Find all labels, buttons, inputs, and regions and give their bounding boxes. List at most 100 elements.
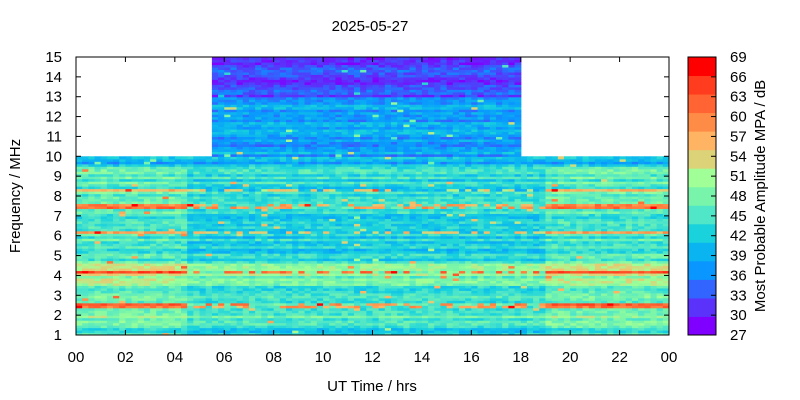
heatmap-cell — [255, 228, 262, 232]
heatmap-cell — [255, 198, 262, 202]
heatmap-cell — [316, 305, 324, 309]
heatmap-cell — [316, 248, 324, 252]
heatmap-cell — [82, 233, 89, 237]
heatmap-cell — [230, 270, 238, 274]
heatmap-cell — [211, 106, 219, 110]
heatmap-cell — [255, 200, 262, 205]
heatmap-cell — [150, 161, 157, 165]
heatmap-cell — [267, 196, 275, 200]
heatmap-cell — [353, 151, 361, 155]
heatmap-cell — [181, 158, 188, 162]
heatmap-cell — [341, 141, 349, 145]
heatmap-cell — [366, 188, 374, 192]
heatmap-cell — [366, 307, 374, 311]
heatmap-cell — [329, 330, 337, 334]
heatmap-cell — [335, 64, 343, 68]
heatmap-cell — [224, 111, 232, 115]
heatmap-cell — [384, 272, 392, 277]
heatmap-cell — [304, 225, 312, 229]
heatmap-cell — [279, 109, 287, 113]
heatmap-cell — [360, 327, 367, 331]
heatmap-cell — [224, 119, 232, 123]
heatmap-cell — [341, 114, 349, 118]
heatmap-cell — [341, 260, 349, 264]
heatmap-cell — [316, 89, 324, 93]
heatmap-cell — [236, 287, 244, 291]
heatmap-cell — [323, 255, 330, 259]
heatmap-cell — [181, 200, 188, 205]
heatmap-cell — [378, 265, 386, 269]
heatmap-cell — [255, 235, 262, 239]
heatmap-cell — [286, 330, 293, 334]
heatmap-cell — [224, 233, 232, 237]
heatmap-cell — [88, 267, 96, 272]
heatmap-cell — [131, 156, 139, 160]
heatmap-cell — [384, 250, 392, 254]
heatmap-cell — [267, 101, 275, 105]
heatmap-cell — [76, 240, 83, 244]
heatmap-cell — [316, 79, 324, 83]
heatmap-cell — [236, 285, 244, 289]
heatmap-cell — [211, 282, 219, 286]
heatmap-cell — [255, 171, 262, 175]
heatmap-cell — [162, 193, 170, 197]
heatmap-cell — [156, 213, 164, 217]
heatmap-cell — [125, 203, 133, 207]
heatmap-cell — [310, 151, 318, 155]
heatmap-cell — [88, 156, 96, 160]
heatmap-cell — [304, 277, 312, 281]
heatmap-cell — [292, 101, 299, 105]
heatmap-cell — [255, 193, 262, 197]
heatmap-cell — [255, 126, 262, 130]
heatmap-cell — [335, 322, 343, 326]
heatmap-cell — [391, 146, 398, 150]
heatmap-cell — [248, 302, 256, 306]
heatmap-cell — [323, 59, 330, 63]
heatmap-cell — [211, 203, 219, 207]
heatmap-cell — [298, 141, 306, 145]
heatmap-cell — [150, 205, 157, 210]
heatmap-cell — [218, 263, 225, 267]
heatmap-cell — [316, 183, 324, 187]
heatmap-cell — [292, 248, 299, 252]
heatmap-cell — [261, 71, 269, 75]
heatmap-cell — [292, 89, 299, 93]
heatmap-cell — [261, 310, 269, 314]
heatmap-cell — [316, 258, 324, 262]
heatmap-cell — [335, 255, 343, 259]
heatmap-cell — [323, 287, 330, 291]
heatmap-cell — [353, 285, 361, 289]
heatmap-cell — [304, 116, 312, 120]
heatmap-cell — [193, 302, 201, 306]
heatmap-cell — [397, 258, 404, 262]
heatmap-cell — [150, 193, 157, 197]
heatmap-cell — [353, 99, 361, 103]
heatmap-cell — [168, 166, 176, 170]
heatmap-cell — [211, 220, 219, 224]
heatmap-cell — [323, 99, 330, 103]
heatmap-cell — [292, 186, 299, 190]
heatmap-cell — [286, 285, 293, 289]
heatmap-cell — [187, 230, 194, 234]
heatmap-cell — [143, 225, 151, 229]
heatmap-cell — [347, 230, 355, 234]
heatmap-cell — [347, 89, 355, 93]
heatmap-cell — [298, 272, 306, 277]
heatmap-cell — [218, 285, 225, 289]
heatmap-cell — [273, 238, 281, 242]
heatmap-cell — [94, 287, 102, 291]
heatmap-cell — [310, 312, 318, 316]
heatmap-cell — [236, 218, 244, 222]
heatmap-cell — [286, 223, 293, 227]
heatmap-cell — [248, 146, 256, 150]
heatmap-cell — [162, 248, 170, 252]
heatmap-cell — [131, 168, 139, 172]
heatmap-cell — [150, 285, 157, 289]
heatmap-cell — [125, 186, 133, 190]
heatmap-cell — [391, 200, 398, 205]
heatmap-cell — [366, 332, 374, 335]
heatmap-cell — [261, 166, 269, 170]
heatmap-cell — [236, 143, 244, 147]
heatmap-cell — [366, 64, 374, 68]
heatmap-cell — [224, 325, 232, 329]
